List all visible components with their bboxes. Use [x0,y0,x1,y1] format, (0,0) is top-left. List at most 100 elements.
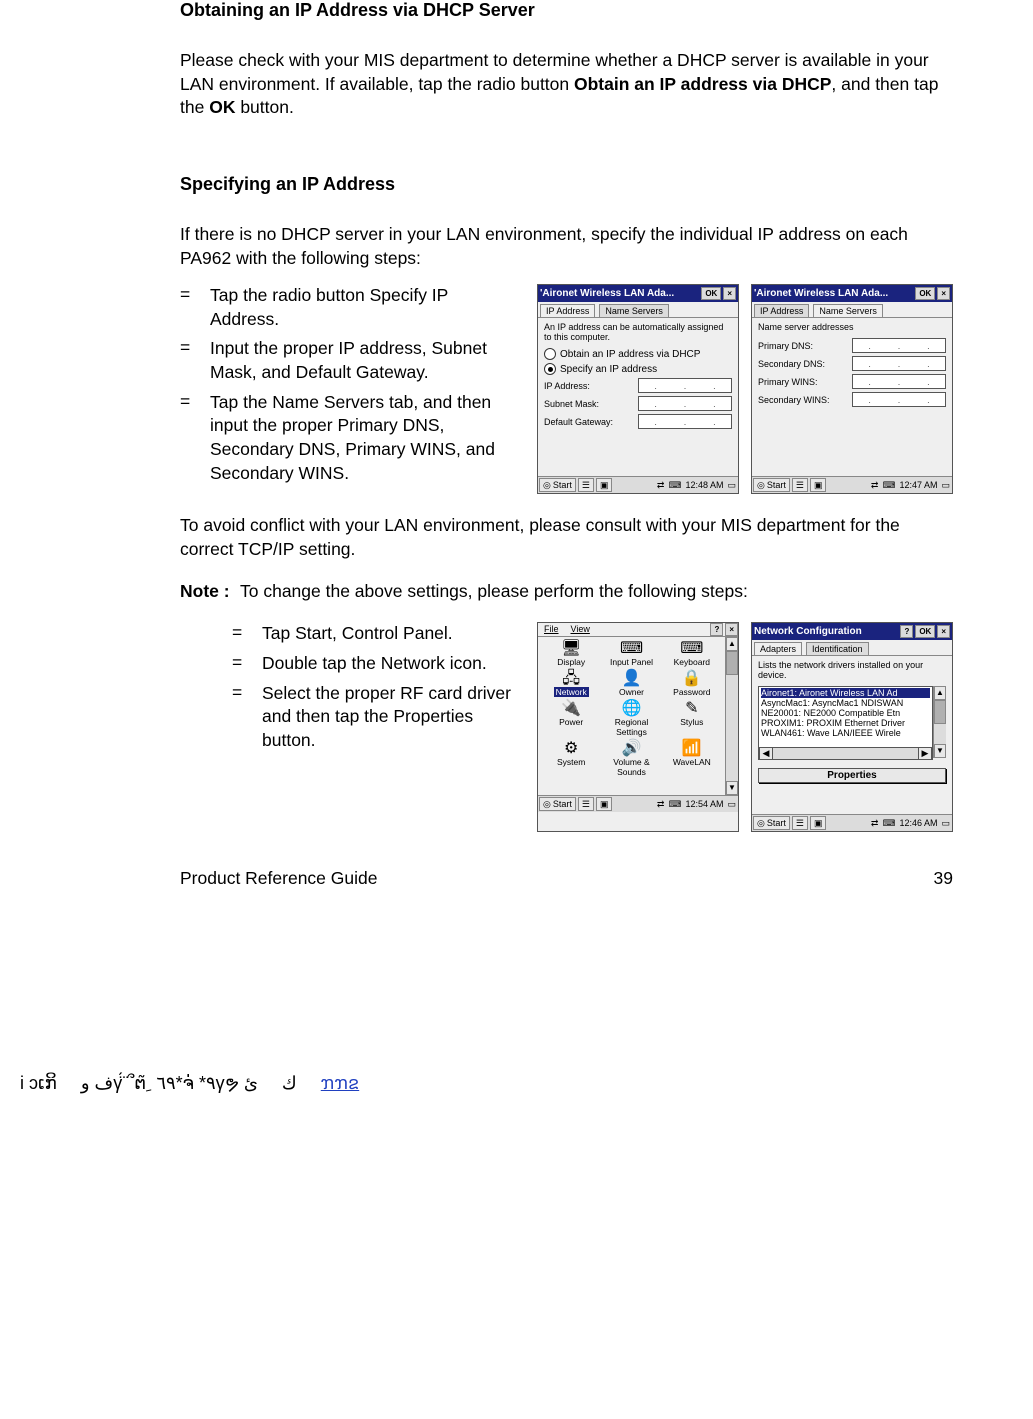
keyboard-icon[interactable]: ⌨ [880,818,897,829]
radio-obtain-dhcp[interactable]: Obtain an IP address via DHCP [544,348,732,360]
list-bullet: = [180,391,210,486]
cp-password-icon[interactable]: 🔒Password [665,671,719,697]
scroll-thumb[interactable] [726,651,738,675]
text-bold: Network icon [381,653,482,673]
ip-input[interactable]: ... [638,378,732,393]
regional-icon: 🌐 [622,701,642,717]
password-icon: 🔒 [682,671,702,687]
menu-view[interactable]: View [565,623,596,636]
cp-input-panel-icon[interactable]: ⌨Input Panel [604,641,658,667]
tab-name-servers[interactable]: Name Servers [599,304,669,317]
cp-system-icon[interactable]: ⚙System [544,741,598,777]
subnet-input[interactable]: ... [638,396,732,411]
list-bullet: = [232,652,262,676]
tab-identification[interactable]: Identification [806,642,869,655]
taskbar-time: 12:47 AM [897,480,939,490]
scrollbar[interactable]: ▲ ▼ [933,686,946,758]
mock-window-ip-address: 'Aironet Wireless LAN Ada... OK × IP Add… [537,284,739,494]
help-button[interactable]: ? [710,623,723,636]
cp-display-icon[interactable]: 🖥Display [544,641,598,667]
text-run: Input the proper [210,338,338,358]
taskbar-segment[interactable]: ▣ [810,816,827,830]
system-icon: ⚙ [564,741,578,757]
menu-file[interactable]: File [538,623,565,636]
text-run: and [257,362,296,382]
desktop-icon[interactable]: ▭ [939,480,952,491]
cp-regional-icon[interactable]: 🌐Regional Settings [604,701,658,737]
scroll-down-icon[interactable]: ▼ [934,744,946,758]
para-conflict: To avoid conflict with your LAN environm… [180,514,953,561]
desktop-icon[interactable]: ▭ [725,799,738,810]
primary-dns-input[interactable]: ... [852,338,946,353]
keyboard-icon[interactable]: ⌨ [880,480,897,491]
cp-owner-icon[interactable]: 👤Owner [604,671,658,697]
driver-list[interactable]: Aironet1: Aironet Wireless LAN Ad AsyncM… [758,686,933,748]
driver-item[interactable]: NE20001: NE2000 Compatible Etn [761,708,930,718]
start-button[interactable]: Start [539,797,576,811]
start-button[interactable]: Start [539,478,576,492]
ok-button[interactable]: OK [701,287,721,300]
gateway-input[interactable]: ... [638,414,732,429]
close-button[interactable]: × [723,287,736,300]
horizontal-scrollbar[interactable]: ◀ ▶ [758,748,933,760]
cp-keyboard-icon[interactable]: ⌨Keyboard [665,641,719,667]
tab-ip-address[interactable]: IP Address [754,304,809,317]
start-button[interactable]: Start [753,478,790,492]
keyboard-icon[interactable]: ⌨ [666,799,683,810]
cp-network-icon[interactable]: 🖧Network [544,671,598,697]
scrollbar[interactable]: ▲ ▼ [725,637,738,795]
close-button[interactable]: × [937,287,950,300]
cp-stylus-icon[interactable]: ✎Stylus [665,701,719,737]
driver-item[interactable]: AsyncMac1: AsyncMac1 NDISWAN [761,698,930,708]
list-item: = Double tap the Network icon. [232,652,519,676]
scroll-up-icon[interactable]: ▲ [726,637,738,651]
secondary-wins-input[interactable]: ... [852,392,946,407]
scroll-down-icon[interactable]: ▼ [726,781,738,795]
glyph-run-link[interactable]: ຠຠຂ [321,1069,359,1098]
driver-item[interactable]: Aironet1: Aironet Wireless LAN Ad [761,688,930,698]
ok-button[interactable]: OK [915,625,935,638]
power-icon: 🔌 [561,701,581,717]
tray-icon[interactable]: ⇄ [655,480,667,491]
taskbar-segment[interactable]: ☰ [792,816,808,830]
taskbar-segment[interactable]: ☰ [792,478,808,492]
properties-button[interactable]: Properties [758,768,946,783]
desktop-icon[interactable]: ▭ [939,818,952,829]
secondary-dns-input[interactable]: ... [852,356,946,371]
network-icon: 🖧 [562,671,580,687]
close-button[interactable]: × [937,625,950,638]
ok-button[interactable]: OK [915,287,935,300]
tray-icon[interactable]: ⇄ [869,480,881,491]
desktop-icon[interactable]: ▭ [725,480,738,491]
taskbar-segment[interactable]: ▣ [596,797,613,811]
text-run: . [482,653,487,673]
owner-icon: 👤 [622,671,642,687]
text-run: Select the proper RF card driver and the… [262,683,511,727]
scroll-left-icon[interactable]: ◀ [759,748,773,759]
tray-icon[interactable]: ⇄ [869,818,881,829]
primary-wins-input[interactable]: ... [852,374,946,389]
radio-specify-ip[interactable]: Specify an IP address [544,363,732,375]
cp-power-icon[interactable]: 🔌Power [544,701,598,737]
driver-item[interactable]: WLAN461: Wave LAN/IEEE Wirele [761,728,930,738]
taskbar-segment[interactable]: ☰ [578,478,594,492]
tab-ip-address[interactable]: IP Address [540,304,595,317]
cp-wavelan-icon[interactable]: 📶WaveLAN [665,741,719,777]
help-button[interactable]: ? [900,625,913,638]
tab-adapters[interactable]: Adapters [754,642,802,655]
tab-name-servers[interactable]: Name Servers [813,304,883,317]
tray-icon[interactable]: ⇄ [655,799,667,810]
scroll-up-icon[interactable]: ▲ [934,686,946,700]
close-button[interactable]: × [725,623,738,636]
taskbar-segment[interactable]: ▣ [810,478,827,492]
cp-volume-icon[interactable]: 🔊Volume & Sounds [604,741,658,777]
window-title: 'Aironet Wireless LAN Ada... [540,288,699,299]
keyboard-icon[interactable]: ⌨ [666,480,683,491]
scroll-right-icon[interactable]: ▶ [918,748,932,759]
scroll-thumb[interactable] [934,700,946,724]
taskbar-segment[interactable]: ▣ [596,478,613,492]
list-bullet: = [180,284,210,331]
start-button[interactable]: Start [753,816,790,830]
taskbar-segment[interactable]: ☰ [578,797,594,811]
driver-item[interactable]: PROXIM1: PROXIM Ethernet Driver [761,718,930,728]
